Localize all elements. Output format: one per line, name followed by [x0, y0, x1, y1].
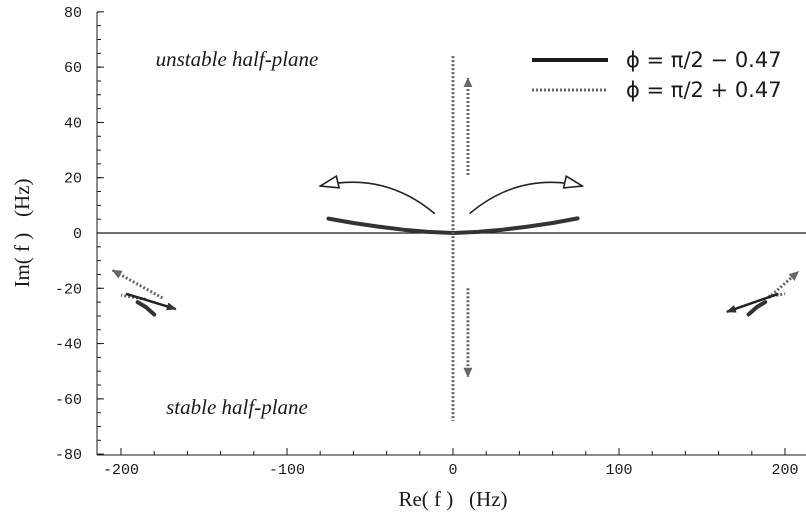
- y-tick-label: -60: [55, 392, 82, 409]
- y-axis-label: Im( f ) (Hz): [10, 178, 34, 287]
- y-tick-label: 60: [64, 60, 82, 77]
- annotation-unstable: unstable half-plane: [156, 47, 319, 71]
- x-tick-label: 0: [448, 462, 457, 479]
- y-tick-label: 0: [73, 226, 82, 243]
- annotation-stable: stable half-plane: [166, 395, 308, 419]
- arrow: [767, 270, 800, 300]
- x-tick-label: 200: [771, 462, 798, 479]
- legend-label-dotted: ϕ = π/2 + 0.47: [626, 78, 782, 102]
- y-tick-label: -40: [55, 337, 82, 354]
- arrow: [111, 269, 164, 300]
- x-axis-label: Re( f ) (Hz): [398, 487, 507, 511]
- y-tick-label: 20: [64, 171, 82, 188]
- x-tick-label: 100: [605, 462, 632, 479]
- y-tick-label: -80: [55, 447, 82, 464]
- series-solid-curve: [451, 216, 580, 235]
- arrow: [320, 182, 436, 215]
- arrow: [125, 292, 177, 311]
- series-layer: [120, 56, 786, 421]
- y-tick-label: -20: [55, 281, 82, 298]
- arrow: [725, 292, 779, 313]
- series-solid-curve: [326, 216, 455, 235]
- legend-label-solid: ϕ = π/2 − 0.47: [626, 48, 782, 72]
- x-tick-label: -100: [269, 462, 305, 479]
- legend: ϕ = π/2 − 0.47 ϕ = π/2 + 0.47: [532, 48, 782, 102]
- y-tick-label: 40: [64, 115, 82, 132]
- series-solid-curve: [135, 300, 157, 317]
- x-tick-label: -200: [103, 462, 139, 479]
- series-solid-curve: [746, 300, 768, 317]
- arrow: [469, 182, 583, 215]
- arrow-layer: [111, 77, 800, 378]
- y-tick-label: 80: [64, 5, 82, 22]
